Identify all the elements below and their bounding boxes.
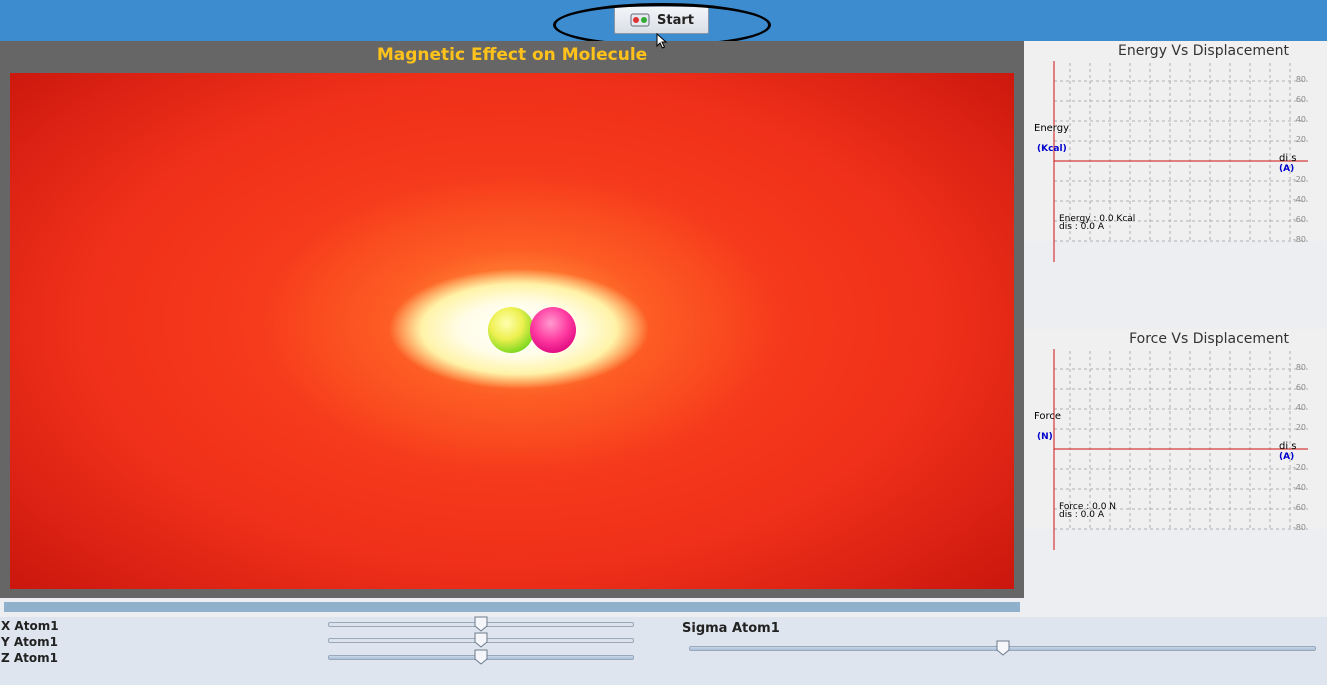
atom-1[interactable]	[488, 307, 534, 353]
energy-x-unit: (A)	[1279, 164, 1294, 174]
start-button-label: Start	[657, 12, 694, 28]
top-toolbar: Start	[0, 0, 1327, 41]
energy-tick: -20	[1293, 175, 1306, 184]
energy-graph-panel: Energy Vs Displacement 80 60 40 20 -20 -…	[1024, 41, 1327, 262]
force-tick: 60	[1296, 383, 1306, 392]
start-button[interactable]: Start	[614, 6, 709, 34]
force-tick: 80	[1296, 363, 1306, 372]
energy-tick: 60	[1296, 95, 1306, 104]
force-tick: -20	[1293, 463, 1306, 472]
progress-bar	[4, 602, 1020, 612]
energy-tick: 20	[1296, 135, 1306, 144]
simulation-title: Magnetic Effect on Molecule	[376, 45, 648, 65]
energy-tick: -40	[1293, 195, 1306, 204]
z-atom-label: Z Atom1	[1, 651, 58, 665]
force-graph: 80 60 40 20 -20 -40 -60 -80 Force (N) di…	[1034, 349, 1308, 550]
atom-2[interactable]	[530, 307, 576, 353]
y-atom-slider-thumb[interactable]	[474, 632, 488, 648]
force-readout-value: Force : 0.0 N	[1059, 502, 1116, 512]
force-graph-title: Force Vs Displacement	[1129, 331, 1289, 347]
x-atom-label: X Atom1	[1, 619, 59, 633]
force-y-unit: (N)	[1037, 432, 1053, 442]
force-graph-panel: Force Vs Displacement 80 60 40 20 -20 -4…	[1024, 329, 1327, 550]
energy-tick: 80	[1296, 75, 1306, 84]
energy-x-label: di s	[1279, 153, 1297, 164]
energy-graph-title: Energy Vs Displacement	[1117, 43, 1289, 59]
energy-tick: -60	[1293, 215, 1306, 224]
energy-tick: -80	[1293, 235, 1306, 244]
x-atom-slider-thumb[interactable]	[474, 616, 488, 632]
force-y-label: Force	[1034, 411, 1061, 422]
force-x-unit: (A)	[1279, 452, 1294, 462]
force-x-label: di s	[1279, 441, 1297, 452]
energy-tick: 40	[1296, 115, 1306, 124]
force-tick: 20	[1296, 423, 1306, 432]
simulation-canvas[interactable]	[10, 73, 1014, 589]
energy-graph: 80 60 40 20 -20 -40 -60 -80 Energy (Kcal…	[1034, 61, 1308, 262]
energy-readout-dis: dis : 0.0 A	[1059, 222, 1105, 232]
control-panel-icon	[630, 13, 650, 27]
force-tick: -40	[1293, 483, 1306, 492]
energy-y-label: Energy	[1034, 123, 1069, 134]
controls-panel: X Atom1 Y Atom1 Z Atom1 Sigma Atom1	[0, 616, 1327, 685]
energy-y-unit: (Kcal)	[1037, 144, 1067, 154]
z-atom-slider-thumb[interactable]	[474, 649, 488, 665]
y-atom-label: Y Atom1	[1, 635, 58, 649]
energy-readout-value: Energy : 0.0 Kcal	[1059, 214, 1135, 224]
force-readout-dis: dis : 0.0 A	[1059, 510, 1105, 520]
mouse-cursor-icon	[656, 33, 668, 49]
force-tick: -60	[1293, 503, 1306, 512]
sigma-atom-slider-thumb[interactable]	[996, 640, 1010, 656]
sigma-atom-label: Sigma Atom1	[682, 621, 780, 636]
force-tick: -80	[1293, 523, 1306, 532]
force-tick: 40	[1296, 403, 1306, 412]
